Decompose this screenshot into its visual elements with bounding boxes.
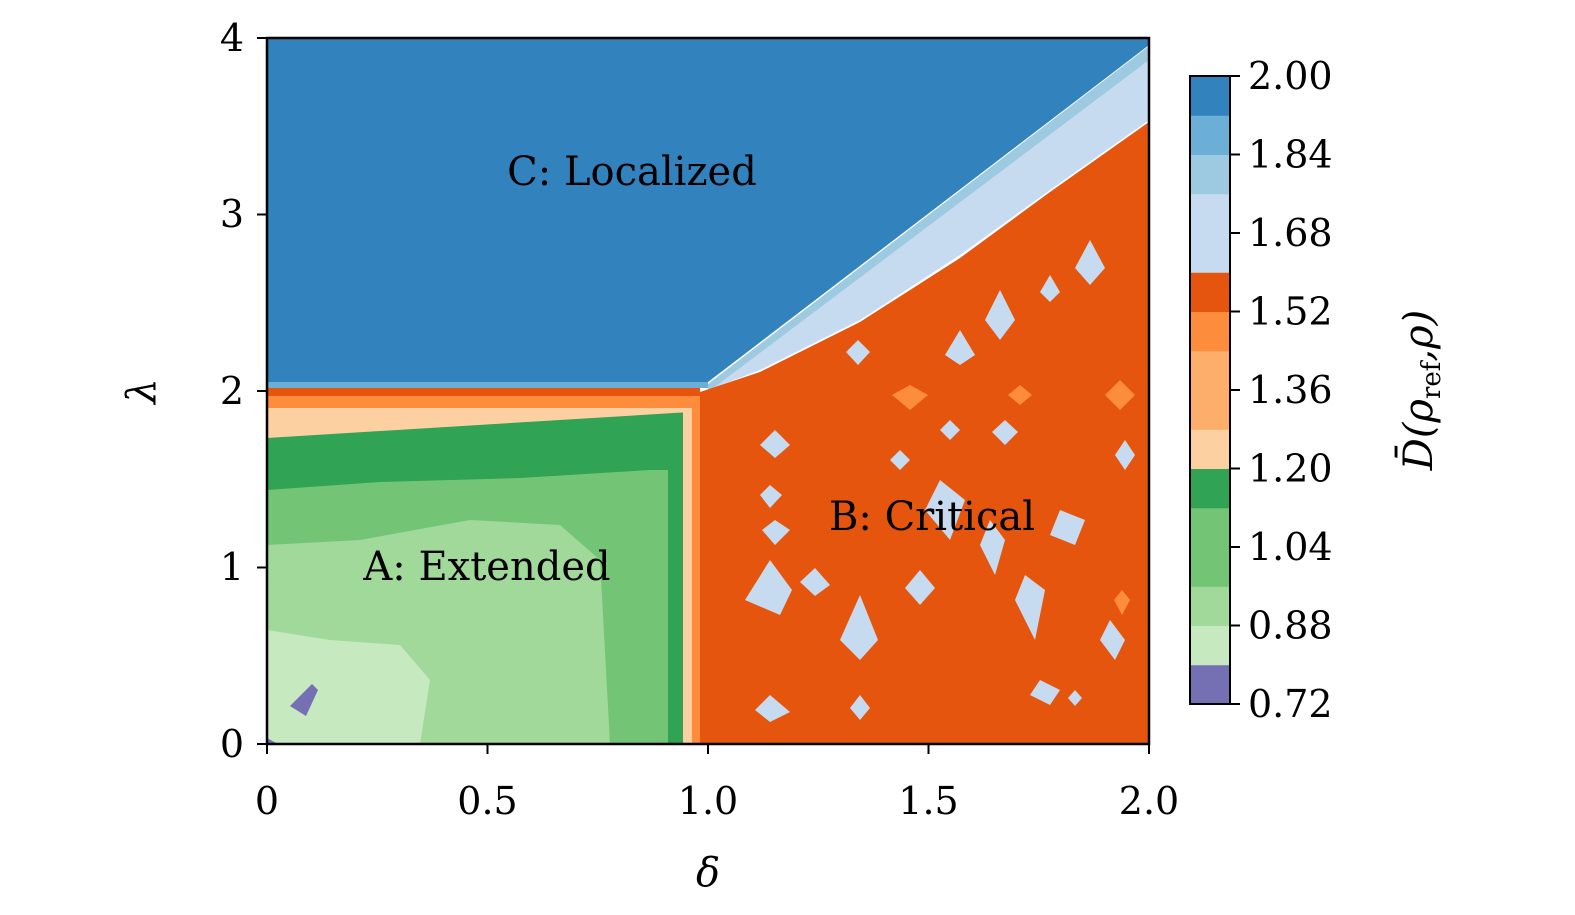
colorbar-segment [1190, 468, 1230, 509]
contour-field [267, 38, 1149, 744]
band-purple-small [290, 684, 318, 716]
colorbar-segment [1190, 507, 1230, 548]
y-axis-label: λ [119, 378, 165, 405]
band-orange [267, 396, 700, 408]
colorbar-tick-label: 1.84 [1248, 133, 1333, 177]
region-localized-fill [267, 38, 1149, 382]
x-tick-label: 1.5 [898, 779, 958, 823]
colorbar-segment [1190, 390, 1230, 430]
colorbar-tick-label: 0.72 [1248, 682, 1333, 726]
y-axis: 0 1 2 3 4 λ [119, 16, 267, 766]
region-label-localized: C: Localized [507, 149, 757, 195]
critical-islands [745, 240, 1135, 722]
y-tick-label: 3 [220, 192, 244, 236]
colorbar-segment [1190, 311, 1230, 352]
colorbar-tick-label: 1.68 [1248, 211, 1333, 255]
colorbar-ticks: 2.00 1.84 1.68 1.52 1.36 1.20 1.04 0.88 0.72 [1230, 54, 1333, 726]
colorbar-segment [1190, 429, 1230, 469]
colorbar-segment [1190, 586, 1230, 626]
x-tick-label: 2.0 [1119, 779, 1179, 823]
colorbar-segment [1190, 664, 1230, 705]
x-axis-label: δ [696, 850, 720, 896]
vertical-band-orange [683, 410, 692, 744]
colorbar-segment [1190, 625, 1230, 666]
x-tick-label: 0.5 [457, 779, 517, 823]
y-tick-label: 4 [220, 16, 244, 60]
y-tick-label: 0 [220, 722, 244, 766]
colorbar-tick-label: 2.00 [1248, 54, 1333, 98]
y-tick-label: 1 [220, 545, 244, 589]
colorbar-segment [1190, 233, 1230, 273]
colorbar-tick-label: 1.52 [1248, 290, 1333, 334]
band-purple-corner [267, 738, 278, 744]
colorbar [1190, 76, 1230, 705]
colorbar-segment [1190, 193, 1230, 234]
region-label-critical: B: Critical [829, 494, 1035, 540]
colorbar-tick-label: 1.36 [1248, 368, 1333, 412]
x-axis: 0 0.5 1.0 1.5 2.0 δ [255, 744, 1179, 896]
colorbar-segment [1190, 272, 1230, 312]
y-tick-label: 2 [220, 369, 244, 413]
colorbar-tick-label: 0.88 [1248, 604, 1333, 648]
colorbar-segment [1190, 547, 1230, 587]
band-pale-green [267, 630, 430, 744]
colorbar-label: D̄(ρref,ρ) [1395, 310, 1447, 472]
colorbar-segment [1190, 76, 1230, 116]
region-label-extended: A: Extended [362, 544, 610, 590]
vertical-band-red [692, 396, 700, 744]
colorbar-tick-label: 1.20 [1248, 447, 1333, 491]
x-tick-label: 1.0 [678, 779, 738, 823]
region-transition-band-2 [708, 46, 1149, 392]
colorbar-tick-label: 1.04 [1248, 525, 1333, 569]
x-tick-label: 0 [255, 779, 279, 823]
colorbar-segment [1190, 154, 1230, 195]
colorbar-segment [1190, 115, 1230, 155]
band-red [267, 388, 700, 396]
critical-orange-patches [892, 380, 1135, 615]
colorbar-segment [1190, 350, 1230, 391]
